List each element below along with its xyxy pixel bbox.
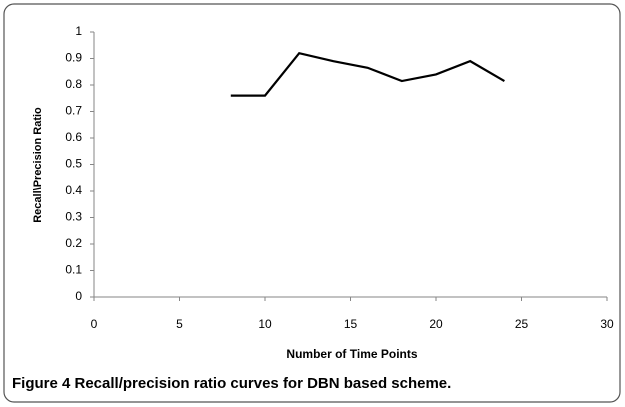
y-tick-label: 0.5	[65, 157, 82, 171]
y-tick-label: 0.1	[65, 263, 82, 277]
x-tick-label: 15	[344, 317, 358, 331]
x-tick-label: 25	[515, 317, 529, 331]
y-tick-label: 0	[75, 289, 82, 303]
x-axis-label: Number of Time Points	[286, 347, 417, 361]
line	[230, 51, 505, 97]
y-tick-label: 0.6	[65, 130, 82, 144]
x-tick-label: 10	[258, 317, 272, 331]
caption: Figure 4 Recall/precision ratio curves f…	[12, 375, 451, 392]
y-axis-label: Recall\Precision Ratio	[32, 107, 44, 223]
y-tick-label: 0.2	[65, 236, 82, 250]
y-tick-label: 0.3	[65, 210, 82, 224]
y-tick-label: 0.9	[65, 51, 82, 65]
x-tick-label: 30	[600, 317, 614, 331]
y-tick-label: 0.7	[65, 104, 82, 118]
x-tick-label: 20	[429, 317, 443, 331]
x-tick-label: 5	[176, 317, 183, 331]
x-tick-label: 0	[91, 317, 98, 331]
y-tick-label: 1	[75, 24, 82, 38]
y-tick-label: 0.4	[65, 183, 82, 197]
frame	[3, 3, 621, 403]
y-tick-label: 0.8	[65, 77, 82, 91]
